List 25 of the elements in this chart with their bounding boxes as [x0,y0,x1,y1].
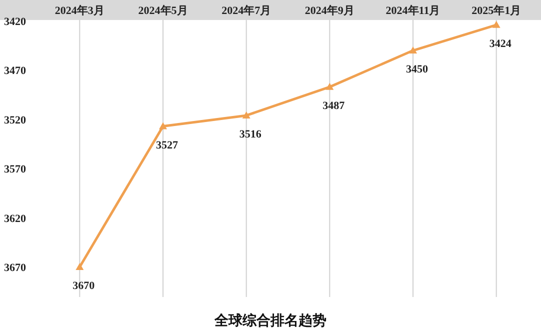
point [76,263,84,270]
x-tick-label: 2024年9月 [304,4,354,17]
point [326,82,334,90]
x-tick-label: 2024年7月 [222,4,272,17]
x-tick-label: 2024年5月 [138,4,188,17]
point [159,122,167,130]
data-label: 3487 [322,100,346,112]
y-tick-label: 3670 [4,262,26,274]
data-label: 3450 [406,64,428,76]
point [242,111,250,118]
y-tick-label: 3620 [4,212,26,225]
point [409,46,417,54]
y-tick-label: 3570 [4,164,26,176]
data-label: 3670 [72,280,96,292]
x-tick-label: 2024年11月 [386,4,440,17]
y-tick-label: 3520 [4,114,26,126]
data-label: 3516 [239,128,262,140]
text: 全球综合排名趋势 [214,312,326,329]
data-label: 3527 [156,139,178,152]
point [492,20,500,28]
x-tick-label: 2025年1月 [472,4,522,17]
y-tick-label: 3420 [4,16,26,28]
y-tick-label: 3470 [4,65,26,78]
x-tick-label: 2024年3月 [54,4,104,17]
data-label: 3424 [489,38,512,50]
